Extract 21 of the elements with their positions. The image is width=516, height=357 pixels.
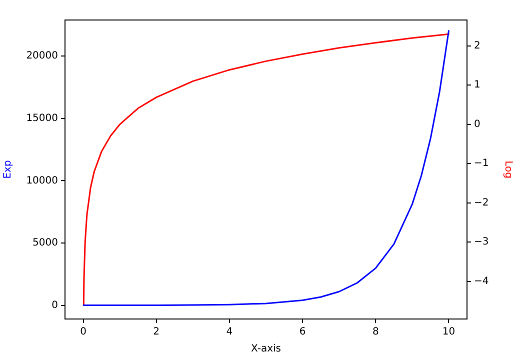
y2-tick-label: 0 [474,118,480,130]
x-tick-label: 8 [372,326,379,338]
y2-tick-label: −4 [474,276,489,287]
x-tick-label: 0 [80,326,86,338]
y2-axis-title: Log [502,160,514,178]
y2-tick-label: 2 [474,40,480,52]
x-tick-label: 2 [153,326,160,338]
y-tick-label: 10000 [26,175,58,186]
x-axis-title: X-axis [251,344,281,355]
y2-tick-label: −2 [474,197,489,208]
y-tick-label: 0 [52,300,58,311]
x-tick-label: 4 [226,326,233,338]
y-axis-title: Exp [2,160,14,179]
y-tick-label: 15000 [26,113,58,124]
x-tick-label: 10 [442,326,456,338]
y2-tick-label: 1 [474,80,480,91]
y-tick-label: 5000 [32,238,58,249]
x-tick-label: 6 [299,326,306,338]
y2-tick-label: −1 [474,158,489,170]
y-tick-label: 20000 [26,50,58,62]
y2-tick-label: −3 [474,236,489,248]
